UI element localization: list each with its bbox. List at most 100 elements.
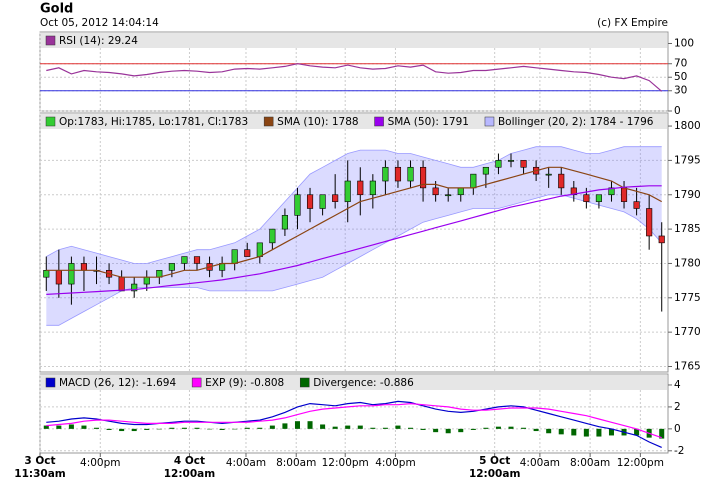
series-line [46, 185, 662, 295]
legend-band [41, 114, 667, 129]
x-tick-label: 8:00am [276, 457, 316, 469]
divergence-bar [596, 428, 602, 437]
x-tick-label: 11:30am [14, 468, 66, 480]
candle-body [231, 249, 238, 264]
legend-swatch [191, 377, 202, 388]
divergence-bar [320, 424, 326, 429]
candle-body [432, 187, 439, 196]
divergence-bar [433, 428, 439, 433]
series-line [46, 402, 662, 439]
y-tick-label: -2 [674, 445, 684, 457]
divergence-bar [357, 425, 363, 429]
candle-body [507, 160, 515, 162]
divergence-bar [43, 425, 49, 429]
bollinger-area [46, 146, 662, 326]
x-tick-date: 5 Oct [479, 455, 510, 467]
y-tick-label: 1765 [674, 361, 701, 373]
divergence-bar [345, 425, 351, 429]
y-tick-label: 2 [674, 401, 681, 413]
divergence-bar [269, 425, 275, 429]
legend-swatch [484, 116, 495, 127]
divergence-bar [395, 425, 401, 429]
x-tick-label: 4:00pm [375, 457, 415, 469]
legend-label: MACD (26, 12): -1.694 [59, 377, 176, 389]
candle-body [495, 160, 502, 168]
divergence-bar [119, 428, 125, 432]
candle-body [80, 263, 88, 271]
x-tick-label: 12:00am [164, 468, 216, 480]
legend-label: Op:1783, Hi:1785, Lo:1781, Cl:1783 [59, 116, 248, 128]
candle-body [658, 235, 665, 244]
divergence-bar [131, 428, 137, 432]
divergence-bar [634, 428, 640, 436]
series-line [46, 63, 663, 92]
candle-body [43, 270, 50, 278]
candle-body [181, 256, 188, 264]
divergence-bar [458, 428, 464, 433]
candle-body [445, 194, 452, 197]
candle-body [570, 187, 577, 196]
y-tick-label: 1800 [674, 120, 701, 132]
candle-body [369, 180, 376, 196]
divergence-bar [106, 428, 112, 430]
credit: (c) FX Empire [597, 17, 668, 29]
x-tick-label: 12:00am [469, 468, 521, 480]
candle-body [595, 194, 602, 202]
bollinger-upper [46, 146, 662, 264]
series-line [46, 166, 662, 278]
candle-body [520, 160, 527, 168]
y-tick-label: 1770 [674, 326, 701, 338]
divergence-bar [194, 427, 200, 429]
divergence-bar [219, 428, 225, 430]
candle-body [457, 187, 464, 196]
y-tick-label: 4 [674, 379, 681, 391]
legend-swatch [45, 116, 56, 127]
divergence-bar [56, 425, 62, 429]
candle-body [558, 173, 565, 189]
divergence-bar [370, 427, 376, 429]
candle-body [306, 194, 314, 209]
divergence-bar [81, 425, 87, 429]
candle-body [55, 270, 62, 285]
divergence-bar [495, 426, 501, 429]
candle-body [394, 166, 402, 182]
legend-label: SMA (50): 1791 [388, 116, 469, 128]
timestamp: Oct 05, 2012 14:04:14 [40, 17, 159, 29]
y-tick-label: 1780 [674, 257, 701, 269]
x-tick-label: 4:00pm [80, 457, 120, 469]
divergence-bar [608, 428, 614, 436]
y-tick-label: 30 [674, 85, 687, 97]
candle-body [193, 256, 201, 264]
y-tick-label: 0 [674, 423, 681, 435]
legend-label: SMA (10): 1788 [277, 116, 358, 128]
legend-swatch [263, 116, 274, 127]
divergence-bar [558, 428, 564, 435]
candle-body [344, 180, 351, 202]
divergence-bar [68, 424, 74, 429]
divergence-bar [282, 423, 288, 429]
y-tick-label: 1785 [674, 223, 701, 235]
candle-body [244, 249, 251, 257]
candle-body [620, 187, 628, 202]
x-tick-label: 12:00pm [322, 457, 369, 469]
candle-body [68, 263, 75, 285]
legend-swatch [45, 377, 56, 388]
divergence-bar [94, 427, 100, 429]
y-tick-label: 0 [674, 105, 681, 117]
candle-body [281, 215, 288, 230]
candle-body [269, 228, 276, 244]
candle-body [131, 283, 138, 292]
x-tick-date: 4 Oct [174, 455, 205, 467]
y-tick-label: 1790 [674, 189, 701, 201]
legend-label: EXP (9): -0.808 [205, 377, 284, 389]
candle-body [332, 194, 339, 202]
x-tick-label: 4:00am [226, 457, 266, 469]
divergence-bar [382, 427, 388, 429]
divergence-bar [571, 428, 577, 436]
panel [39, 112, 669, 373]
legend-label: Divergence: -0.886 [313, 377, 414, 389]
candle-body [256, 242, 263, 257]
divergence-bar [332, 426, 338, 429]
x-tick-label: 8:00am [570, 457, 610, 469]
